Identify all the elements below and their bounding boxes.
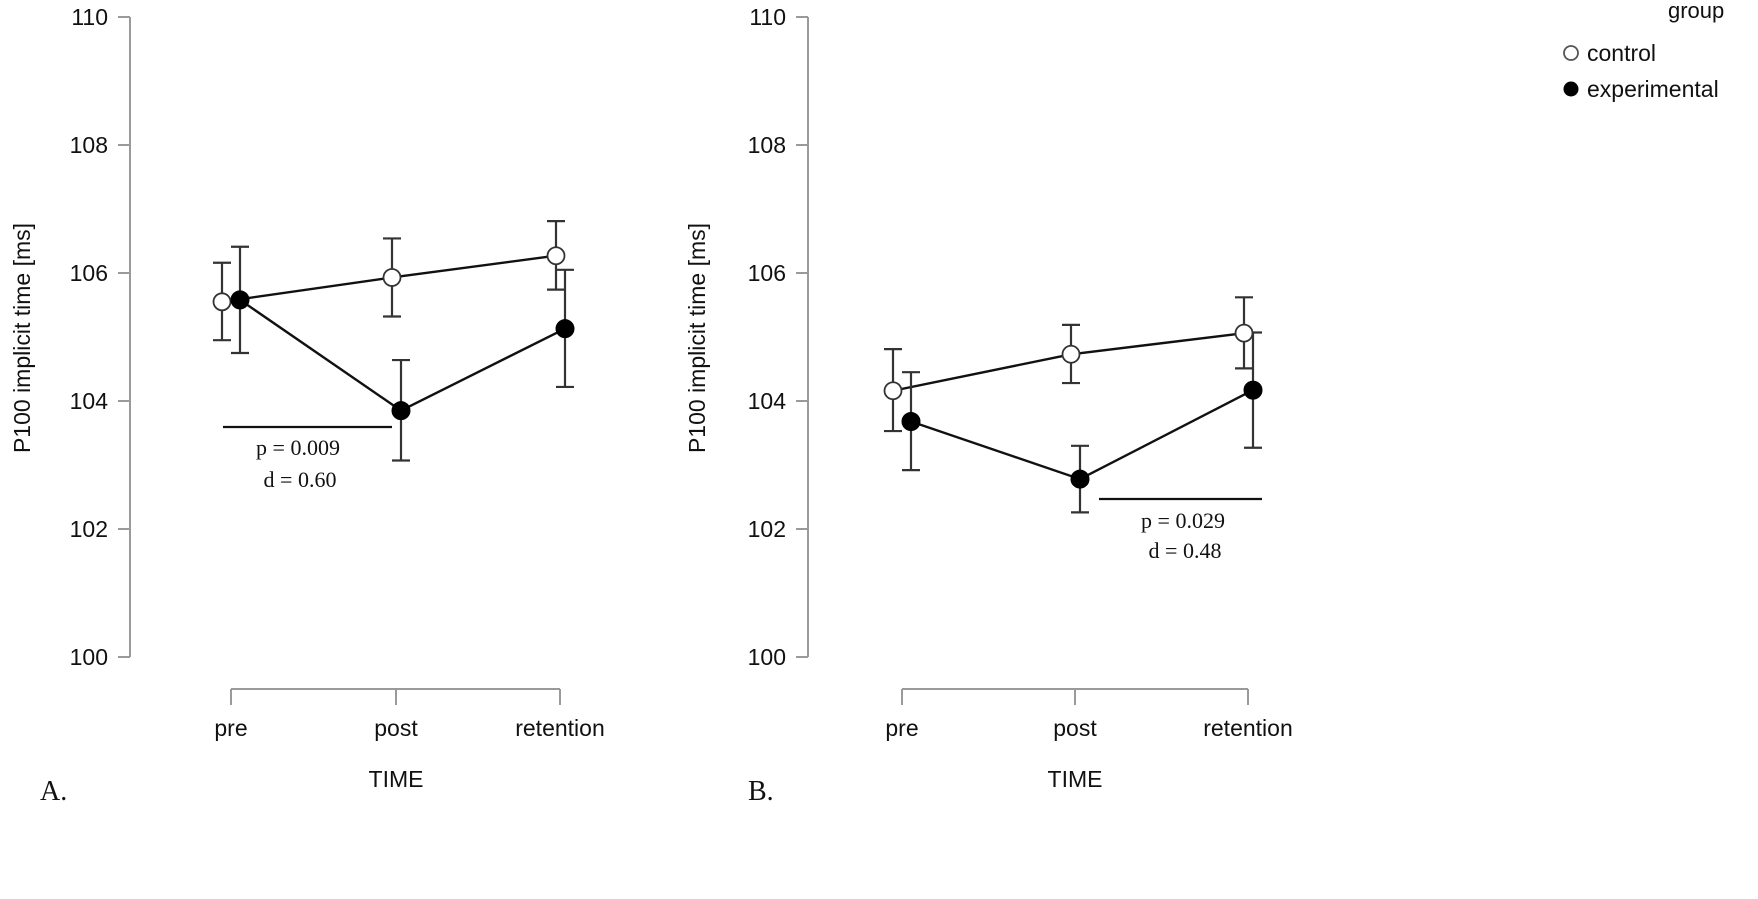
panel-a: 100 102 104 106 108 110 pre post retention P100 … bbox=[9, 4, 605, 807]
panel-a-x-tick-label: post bbox=[374, 715, 418, 741]
panel-b: 100 102 104 106 108 110 pre post retention P100 … bbox=[684, 4, 1293, 807]
panel-a-control-point bbox=[382, 268, 402, 287]
panel-a-experimental-point bbox=[230, 290, 250, 310]
panel-a-x-axis-label: TIME bbox=[369, 766, 424, 792]
panel-a-y-tick-label: 108 bbox=[70, 132, 108, 158]
panel-b-marks: 100 102 104 106 108 110 pre post retention bbox=[748, 4, 1293, 741]
panel-b-x-tick-label: retention bbox=[1203, 715, 1293, 741]
panel-b-y-tick-label: 102 bbox=[748, 516, 786, 542]
panel-b-y-tick-label: 106 bbox=[748, 260, 786, 286]
panel-b-x-axis-label: TIME bbox=[1048, 766, 1103, 792]
panel-a-y-tick-label: 100 bbox=[70, 644, 108, 670]
panel-b-y-tick-label: 108 bbox=[748, 132, 786, 158]
panel-a-y-tick-label: 104 bbox=[70, 388, 109, 414]
legend-experimental-filled-circle-icon bbox=[1563, 81, 1579, 97]
panel-a-experimental-series-line bbox=[239, 298, 566, 412]
panel-b-experimental-point bbox=[901, 411, 921, 431]
panel-b-label: B. bbox=[748, 776, 774, 807]
panel-a-x-tick-label: pre bbox=[214, 715, 247, 741]
panel-b-annotation-d: d = 0.48 bbox=[1149, 538, 1222, 563]
panel-a-y-axis-label: P100 implicit time [ms] bbox=[9, 223, 35, 453]
panel-b-y-tick-label: 100 bbox=[748, 644, 786, 670]
panel-a-control-point bbox=[546, 246, 566, 266]
panel-b-experimental-point bbox=[1070, 469, 1090, 489]
panel-a-x-tick-label: retention bbox=[515, 715, 605, 741]
panel-b-annotation-p: p = 0.029 bbox=[1141, 508, 1225, 533]
panel-a-annotation-d: d = 0.60 bbox=[264, 467, 337, 492]
panel-b-x-tick-label: pre bbox=[885, 715, 918, 741]
legend-title: group bbox=[1668, 0, 1724, 23]
panel-b-control-point bbox=[883, 381, 903, 401]
panel-b-control-point bbox=[1061, 344, 1081, 364]
panel-a-control-point bbox=[212, 292, 232, 312]
legend-control-label: control bbox=[1587, 40, 1656, 66]
panel-a-y-tick-label: 106 bbox=[70, 260, 108, 286]
panel-b-y-axis-label: P100 implicit time [ms] bbox=[684, 223, 710, 453]
panel-b-y-tick-label: 104 bbox=[748, 388, 787, 414]
panel-a-marks: 100 102 104 106 108 110 pre post retention bbox=[70, 4, 605, 741]
panel-b-control-point bbox=[1234, 323, 1254, 343]
panel-b-x-tick-label: post bbox=[1053, 715, 1097, 741]
panel-b-experimental-series-line bbox=[910, 389, 1254, 481]
legend-experimental-label: experimental bbox=[1587, 76, 1719, 102]
panel-b-experimental-point bbox=[1243, 380, 1263, 400]
panel-a-y-tick-label: 110 bbox=[71, 4, 108, 30]
panel-a-label: A. bbox=[40, 776, 67, 807]
panel-b-y-tick-label: 110 bbox=[749, 4, 786, 30]
legend-control-open-circle-icon bbox=[1563, 45, 1579, 61]
panel-a-experimental-point bbox=[391, 401, 411, 421]
panel-a-y-tick-label: 102 bbox=[70, 516, 108, 542]
panel-a-experimental-point bbox=[555, 319, 575, 339]
panel-a-annotation-p: p = 0.009 bbox=[256, 435, 340, 460]
legend: group control experimental bbox=[1563, 0, 1724, 102]
